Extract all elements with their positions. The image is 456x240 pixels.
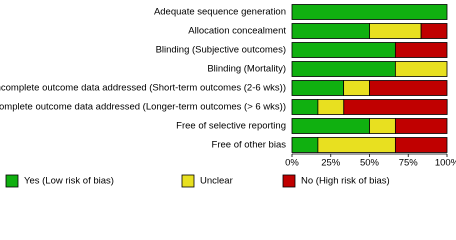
category-label: Free of selective reporting: [176, 121, 286, 132]
legend-swatch: [181, 174, 195, 188]
x-tick-label: 25%: [321, 158, 341, 169]
bar-segment: [291, 61, 396, 77]
category-label: Blinding (Subjective outcomes): [156, 45, 286, 56]
category-label: Incomplete outcome data addressed (Longe…: [0, 102, 286, 113]
chart: Adequate sequence generation Allocation c…: [0, 4, 456, 188]
category-label: Incomplete outcome data addressed (Short…: [0, 83, 286, 94]
bar-segment: [369, 80, 448, 96]
x-tick-label: 75%: [399, 158, 419, 169]
bar-segment: [343, 80, 370, 96]
bar-segment: [291, 42, 396, 58]
bar-segment: [317, 99, 345, 115]
bar-segment: [369, 118, 396, 134]
category-label: Blinding (Mortality): [207, 64, 286, 75]
bar-segment: [394, 61, 448, 77]
bar-segment: [291, 99, 319, 115]
bar-segment: [394, 42, 448, 58]
legend-label: Yes (Low risk of bias): [24, 176, 114, 187]
category-label: Adequate sequence generation: [154, 7, 286, 18]
bar-segment: [394, 137, 448, 153]
legend-swatch: [282, 174, 296, 188]
category-label: Free of other bias: [212, 140, 287, 151]
bar-segment: [291, 118, 370, 134]
bar-segment: [291, 23, 370, 39]
bar-segment: [291, 137, 319, 153]
bar-segment: [343, 99, 448, 115]
bar-segment: [317, 137, 396, 153]
bar-segment: [369, 23, 422, 39]
x-tick-label: 100%: [435, 158, 456, 169]
bar-segment: [420, 23, 448, 39]
x-tick-label: 0%: [285, 158, 299, 169]
bar-segment: [291, 80, 345, 96]
legend-label: No (High risk of bias): [301, 176, 390, 187]
legend-swatch: [5, 174, 19, 188]
legend-label: Unclear: [200, 176, 233, 187]
bar-segment: [291, 4, 448, 20]
bar-segment: [394, 118, 448, 134]
category-label: Allocation concealment: [188, 26, 286, 37]
x-tick-label: 50%: [360, 158, 380, 169]
